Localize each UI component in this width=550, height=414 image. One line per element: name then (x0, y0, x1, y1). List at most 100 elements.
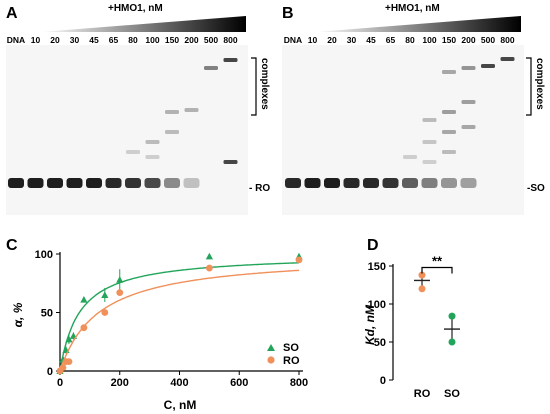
gel-b-lane-labels: DNA 10 20 30 45 65 80 100 150 200 500 800 (284, 35, 515, 45)
complex-band (145, 155, 160, 159)
complex-band (422, 160, 437, 164)
x-tick-label: 800 (290, 377, 308, 389)
free-dna-band (86, 178, 102, 188)
complex-band (500, 57, 515, 61)
complex-band (165, 130, 179, 134)
significance-label: ** (432, 254, 443, 269)
panel-letter-a: A (6, 5, 18, 22)
x-tick-label: 600 (230, 377, 248, 389)
y-tick-label: 100 (368, 299, 386, 311)
y-tick-label: 0 (47, 366, 53, 378)
free-dna-band (382, 178, 399, 188)
y-tick-label: 100 (35, 249, 53, 261)
complex-band (442, 70, 456, 74)
category-label-ro: RO (414, 388, 431, 400)
free-dna-band (285, 178, 301, 188)
data-point-so (205, 252, 213, 260)
fit-curve-ro (59, 269, 299, 372)
complex-band (184, 108, 199, 112)
gel-a-lane-labels: DNA 10 20 30 45 65 80 100 150 200 500 800 (7, 35, 238, 45)
lane-label-20: 20 (327, 35, 337, 45)
data-point-ro (205, 264, 213, 272)
data-point-ro (418, 285, 426, 293)
lane-label-30: 30 (70, 35, 80, 45)
gel-b-image (282, 45, 524, 215)
complex-band (165, 110, 179, 114)
lane-label-150: 150 (165, 35, 179, 45)
lane-label-45: 45 (89, 35, 99, 45)
legend-ro-label: RO (283, 355, 300, 367)
lane-label-DNA: DNA (284, 35, 302, 45)
lane-label-10: 10 (308, 35, 318, 45)
free-dna-band (304, 178, 321, 188)
gel-b-gradient-wedge (315, 16, 521, 32)
free-dna-band (183, 178, 200, 188)
complex-band (204, 66, 218, 70)
free-dna-band (27, 178, 44, 188)
free-dna-band (441, 178, 457, 188)
complex-band (422, 118, 437, 122)
free-dna-band (144, 178, 161, 188)
lane-label-65: 65 (386, 35, 396, 45)
gel-b-bands (285, 57, 515, 188)
data-point-so (80, 296, 88, 303)
free-dna-band (66, 178, 83, 188)
data-point-so (65, 335, 73, 343)
lane-label-500: 500 (204, 35, 218, 45)
free-dna-band (421, 178, 438, 188)
y-tick-label: 150 (368, 261, 386, 273)
gel-a-image (6, 45, 248, 215)
data-point-ro (295, 256, 303, 264)
complex-band (442, 110, 456, 114)
complex-band (223, 160, 238, 164)
gel-b-band-label: -SO (527, 183, 545, 194)
lane-label-200: 200 (461, 35, 475, 45)
complex-band (442, 150, 456, 154)
chart-c-xlabel: C, nM (164, 398, 197, 412)
data-point-ro (418, 271, 426, 279)
x-tick-label: 0 (57, 377, 63, 389)
lane-label-10: 10 (31, 35, 41, 45)
lane-label-800: 800 (223, 35, 237, 45)
gel-a-complexes-label: complexes (259, 58, 270, 110)
lane-label-150: 150 (442, 35, 456, 45)
significance-bracket (421, 266, 453, 274)
data-point-ro (80, 324, 88, 332)
lane-label-20: 20 (50, 35, 60, 45)
gel-a-bands (8, 58, 238, 188)
fit-curve-so (59, 262, 299, 372)
y-tick-label: 50 (374, 337, 386, 349)
data-point-ro (116, 289, 124, 297)
complex-band (461, 125, 476, 129)
gel-a-complexes-bracket (251, 57, 257, 116)
y-tick-label: 50 (41, 308, 53, 320)
kd-comparison-chart: 0 50 100 150 RO SO ** (368, 254, 461, 400)
lane-label-500: 500 (481, 35, 495, 45)
chart-c-ylabel: α, % (11, 302, 25, 327)
panel-letter-d: D (367, 237, 379, 254)
free-dna-band (402, 178, 418, 188)
x-tick-label: 400 (170, 377, 188, 389)
lane-label-100: 100 (422, 35, 436, 45)
lane-label-100: 100 (145, 35, 159, 45)
lane-label-30: 30 (347, 35, 357, 45)
gel-b-complexes-label: complexes (534, 58, 545, 110)
free-dna-band (164, 178, 180, 188)
gel-b-header: +HMO1, nM (385, 3, 440, 14)
complex-band (442, 130, 456, 134)
gel-b-complexes-bracket (526, 57, 532, 116)
data-point-ro (101, 309, 109, 316)
chart-d-ylabel: Kd, nM (363, 304, 377, 345)
data-point-ro (59, 364, 67, 371)
free-dna-band (343, 178, 360, 188)
lane-label-DNA: DNA (7, 35, 25, 45)
lane-label-800: 800 (500, 35, 514, 45)
complex-band (461, 100, 476, 104)
complex-band (461, 66, 476, 70)
legend-so-marker (267, 344, 275, 351)
legend-so-label: SO (283, 342, 299, 354)
free-dna-band (105, 178, 122, 188)
chart-c-legend: SO RO (267, 342, 300, 367)
gel-a-band-label: - RO (249, 183, 270, 194)
